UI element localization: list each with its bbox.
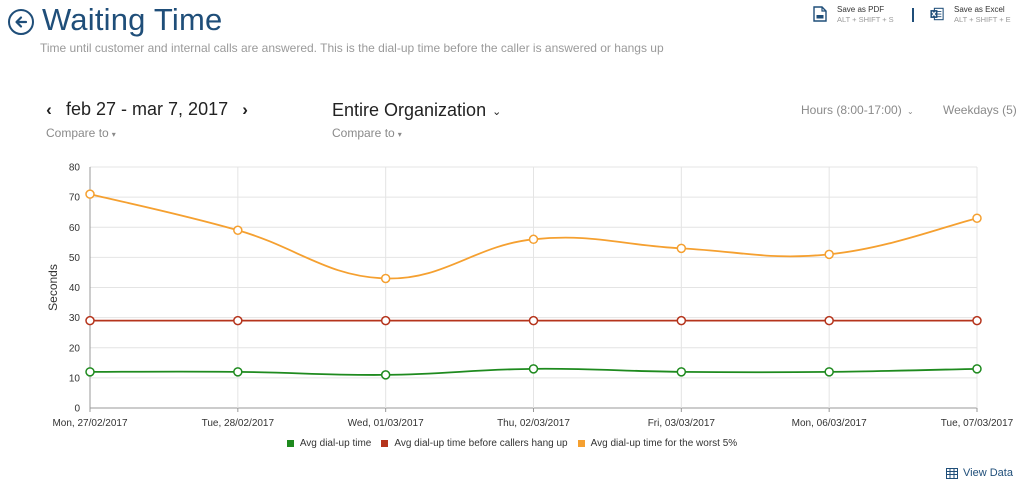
y-axis-title: Seconds	[46, 264, 60, 311]
legend-label: Avg dial-up time	[299, 438, 372, 449]
save-as-pdf-label: Save as PDF	[837, 5, 885, 14]
data-point	[85, 189, 95, 199]
legend-item[interactable]: Avg dial-up time for the worst 5%	[577, 438, 738, 449]
previous-period-button[interactable]: ‹	[46, 99, 52, 119]
data-point	[380, 370, 391, 380]
table-grid-icon	[946, 467, 958, 479]
legend-label: Avg dial-up time for the worst 5%	[590, 438, 738, 449]
data-point	[972, 213, 982, 223]
organization-label: Entire Organization	[332, 100, 487, 120]
save-as-excel-shortcut: ALT + SHIFT + E	[954, 15, 1011, 24]
hours-filter-dropdown[interactable]: Hours (8:00-17:00) ⌄	[801, 103, 914, 117]
organization-compare-label: Compare to	[332, 126, 395, 140]
next-period-button[interactable]: ›	[242, 99, 248, 119]
legend-item[interactable]: Avg dial-up time	[286, 438, 372, 449]
organization-compare-dropdown[interactable]: Compare to ▾	[332, 126, 402, 140]
y-tick-label: 80	[69, 163, 81, 174]
y-tick-label: 50	[69, 253, 81, 264]
data-point	[233, 367, 243, 377]
data-point	[380, 273, 391, 284]
pdf-file-icon	[813, 6, 827, 22]
page-subtitle: Time until customer and internal calls a…	[40, 41, 664, 55]
organization-dropdown[interactable]: Entire Organization ⌄	[332, 100, 501, 121]
x-tick-label: Tue, 28/02/2017	[202, 418, 275, 429]
data-point	[233, 225, 243, 236]
view-data-button[interactable]: View Data	[946, 467, 1013, 479]
y-tick-label: 30	[69, 313, 81, 324]
save-as-excel-button[interactable]: Save as Excel ALT + SHIFT + E	[930, 5, 1011, 25]
save-as-excel-label: Save as Excel	[954, 5, 1005, 14]
x-tick-label: Mon, 06/03/2017	[792, 418, 867, 429]
save-as-pdf-button[interactable]: Save as PDF ALT + SHIFT + S	[813, 5, 894, 25]
chevron-down-icon: ▾	[397, 130, 402, 139]
x-tick-label: Mon, 27/02/2017	[52, 418, 127, 429]
chart-series	[85, 189, 982, 380]
x-tick-label: Fri, 03/03/2017	[648, 418, 716, 429]
y-tick-label: 70	[69, 193, 81, 204]
arrow-left-icon	[15, 16, 28, 28]
excel-file-icon	[930, 7, 944, 21]
legend-swatch	[577, 440, 585, 447]
y-tick-label: 60	[69, 223, 81, 234]
legend-item[interactable]: Avg dial-up time before callers hang up	[381, 438, 568, 449]
waiting-time-chart: 0 10 20 30 40 50 60 70 80 Mon, 27/02/2017 Tue, 28/…	[46, 163, 1014, 430]
weekdays-filter-dropdown[interactable]: Weekdays (5)	[943, 103, 1017, 117]
data-point	[85, 367, 95, 377]
date-compare-label: Compare to	[46, 126, 109, 140]
hours-filter-label: Hours (8:00-17:00)	[801, 103, 902, 117]
y-tick-label: 20	[69, 343, 81, 354]
data-point	[233, 315, 243, 326]
data-point	[676, 367, 687, 377]
data-point	[824, 315, 834, 326]
chevron-down-icon: ▾	[111, 130, 116, 139]
export-divider	[912, 8, 914, 22]
y-tick-label: 10	[69, 373, 81, 384]
x-tick-label: Thu, 02/03/2017	[497, 418, 570, 429]
chart-axes: 0 10 20 30 40 50 60 70 80 Mon, 27/02/2017 Tue, 28/…	[46, 163, 1014, 430]
data-point	[85, 315, 95, 326]
back-button[interactable]	[8, 9, 34, 35]
data-point	[528, 315, 539, 326]
data-point	[824, 249, 834, 260]
data-point	[824, 367, 834, 377]
legend-label: Avg dial-up time before callers hang up	[394, 438, 568, 449]
view-data-label: View Data	[963, 467, 1013, 479]
weekdays-filter-label: Weekdays (5)	[943, 103, 1017, 117]
chart-legend: Avg dial-up time Avg dial-up time before …	[0, 438, 1024, 449]
data-point	[972, 364, 982, 374]
data-point	[380, 315, 391, 326]
chevron-down-icon: ⌄	[492, 105, 502, 118]
date-navigator: ‹ feb 27 - mar 7, 2017 ›	[42, 99, 252, 120]
y-tick-label: 0	[74, 404, 80, 415]
y-tick-label: 40	[69, 283, 81, 294]
data-point	[676, 315, 687, 326]
date-range-picker[interactable]: feb 27 - mar 7, 2017	[66, 99, 229, 119]
x-tick-label: Tue, 07/03/2017	[941, 418, 1014, 429]
x-tick-label: Wed, 01/03/2017	[348, 418, 424, 429]
legend-swatch	[286, 440, 294, 447]
save-as-pdf-shortcut: ALT + SHIFT + S	[837, 15, 894, 24]
chevron-down-icon: ⌄	[904, 107, 914, 116]
page-title: Waiting Time	[42, 2, 223, 37]
legend-swatch	[381, 440, 389, 447]
data-point	[528, 364, 539, 374]
data-point	[972, 315, 982, 326]
data-point	[528, 234, 539, 245]
date-compare-dropdown[interactable]: Compare to ▾	[46, 126, 116, 140]
data-point	[676, 243, 687, 254]
